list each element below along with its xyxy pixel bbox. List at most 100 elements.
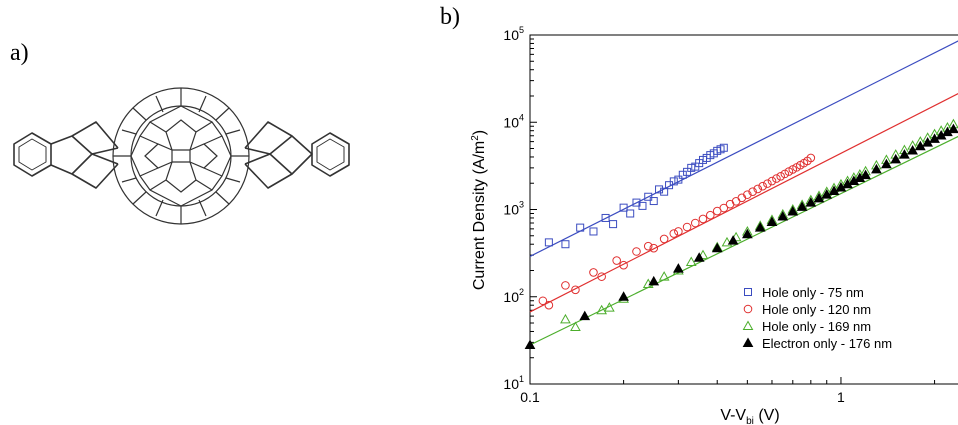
data-point: [787, 205, 799, 216]
data-point: [948, 123, 958, 134]
data-point: [777, 211, 789, 221]
data-point: [576, 223, 585, 232]
legend: Hole only - 75 nm Hole only - 120 nm Hole …: [742, 285, 892, 351]
data-point: [890, 153, 902, 164]
data-point: [678, 170, 687, 179]
data-point: [705, 210, 715, 220]
data-point: [644, 192, 653, 201]
data-point: [674, 227, 683, 236]
data-point: [711, 242, 723, 253]
plot-frame: [529, 34, 958, 385]
legend-label: Hole only - 120 nm: [762, 302, 871, 317]
data-point: [649, 243, 659, 253]
legend-label: Hole only - 75 nm: [762, 285, 864, 300]
data-point: [674, 175, 683, 184]
data-point: [589, 268, 598, 277]
data-point: [560, 313, 571, 324]
data-point: [649, 197, 658, 206]
fit-line: [529, 40, 958, 257]
data-point: [626, 209, 635, 218]
data-point: [727, 235, 739, 245]
data-point: [570, 321, 581, 332]
data-point: [805, 197, 817, 207]
data-point: [796, 201, 808, 211]
data-point: [907, 144, 918, 155]
y-tick-label: 103: [503, 200, 524, 218]
molecule-structure-drawing: [13, 87, 350, 225]
y-tick-label: 105: [503, 25, 524, 43]
data-point: [609, 220, 618, 229]
right-benzene-ring: [311, 132, 350, 177]
data-point: [658, 271, 670, 281]
data-point: [860, 169, 871, 180]
data-point: [693, 252, 705, 262]
x-axis-label: V-Vbi (V): [720, 407, 779, 425]
data-point: [881, 158, 892, 169]
panel-a-label: a): [10, 40, 29, 66]
data-point: [758, 181, 767, 191]
data-point: [538, 296, 548, 306]
data-point: [673, 263, 684, 273]
x-tick-label: 0.1: [520, 389, 540, 405]
data-point: [753, 184, 763, 194]
data-point: [604, 302, 615, 312]
data-point: [719, 143, 728, 152]
current-density-chart: 101 102 103 104 105 0.1 1 V-Vbi (V) Current De…: [470, 25, 958, 425]
data-point: [597, 272, 606, 281]
data-point: [643, 241, 653, 251]
y-tick-label: 101: [503, 374, 524, 392]
data-point: [524, 339, 536, 349]
data-point: [821, 189, 833, 199]
fit-line: [529, 92, 958, 313]
y-axis-label: Current Density (A/m2): [470, 130, 488, 290]
data-point: [899, 149, 910, 159]
data-point: [776, 172, 785, 181]
data-point: [748, 187, 757, 196]
y-tick-label: 102: [503, 287, 524, 305]
data-point: [772, 174, 781, 183]
data-point: [561, 240, 570, 249]
panel-b-label: b): [440, 4, 460, 30]
data-point: [721, 236, 733, 247]
data-point: [685, 256, 697, 267]
data-point: [589, 227, 598, 236]
data-point: [767, 176, 777, 186]
data-point: [579, 310, 591, 321]
data-point: [601, 213, 610, 222]
data-point: [743, 190, 752, 199]
data-point: [648, 275, 660, 286]
data-point: [544, 238, 553, 247]
legend-marker: [744, 288, 752, 296]
y-tick-label: 104: [503, 112, 524, 130]
data-point: [638, 201, 647, 210]
legend-label: Electron only - 176 nm: [762, 336, 892, 351]
data-point: [719, 203, 729, 213]
data-point: [612, 256, 621, 265]
data-point: [871, 163, 882, 174]
data-point: [561, 281, 570, 290]
legend-marker: [743, 304, 753, 314]
data-point: [669, 229, 679, 238]
data-point: [619, 260, 628, 270]
data-point: [571, 285, 580, 295]
fullerene-cage: [112, 87, 250, 225]
data-point: [813, 192, 825, 203]
data-point: [754, 222, 766, 232]
data-point: [687, 163, 696, 172]
data-point: [766, 216, 778, 226]
data-point: [690, 218, 700, 228]
data-point: [780, 169, 790, 179]
data-point: [655, 185, 664, 194]
data-point: [763, 179, 772, 188]
data-point: [682, 222, 692, 232]
data-point: [669, 177, 678, 186]
data-point: [660, 187, 669, 196]
data-point: [741, 228, 753, 239]
data-point: [697, 249, 709, 260]
data-point: [914, 140, 926, 151]
data-point: [619, 203, 628, 212]
data-point: [806, 153, 816, 163]
data-point: [731, 197, 741, 206]
data-point: [632, 247, 641, 256]
left-bicyclic-bridge: [50, 121, 119, 189]
